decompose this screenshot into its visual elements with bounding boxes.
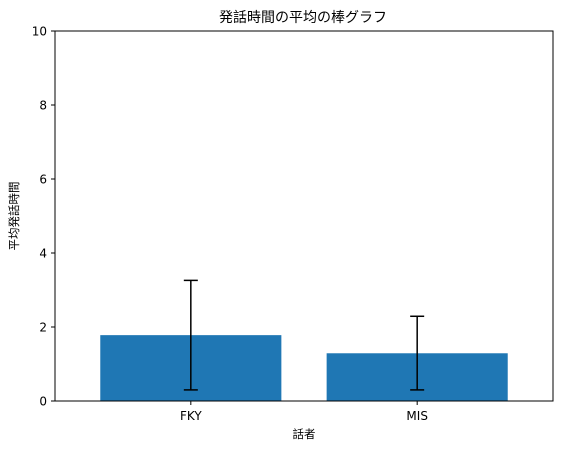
y-axis-label: 平均発話時間 [7,182,21,251]
y-tick-label: 2 [39,321,47,335]
x-axis-label: 話者 [293,427,316,441]
y-tick-label: 6 [39,173,47,187]
y-tick-label: 0 [39,395,47,409]
plot-frame [54,30,554,402]
y-tick-label: 4 [39,247,47,261]
chart-title: 発話時間の平均の棒グラフ [219,9,387,26]
y-axis: 0 2 4 6 8 10 [32,25,55,409]
y-tick-label: 10 [32,25,47,39]
x-tick-label-mis: MIS [406,409,428,423]
x-axis: FKY MIS [180,401,428,423]
error-bar-mis [410,315,425,391]
bars-layer [100,335,508,401]
x-tick-label-fky: FKY [180,409,202,423]
error-bars-layer [183,279,425,391]
error-bar-fky [183,279,198,391]
y-tick-label: 8 [39,99,47,113]
